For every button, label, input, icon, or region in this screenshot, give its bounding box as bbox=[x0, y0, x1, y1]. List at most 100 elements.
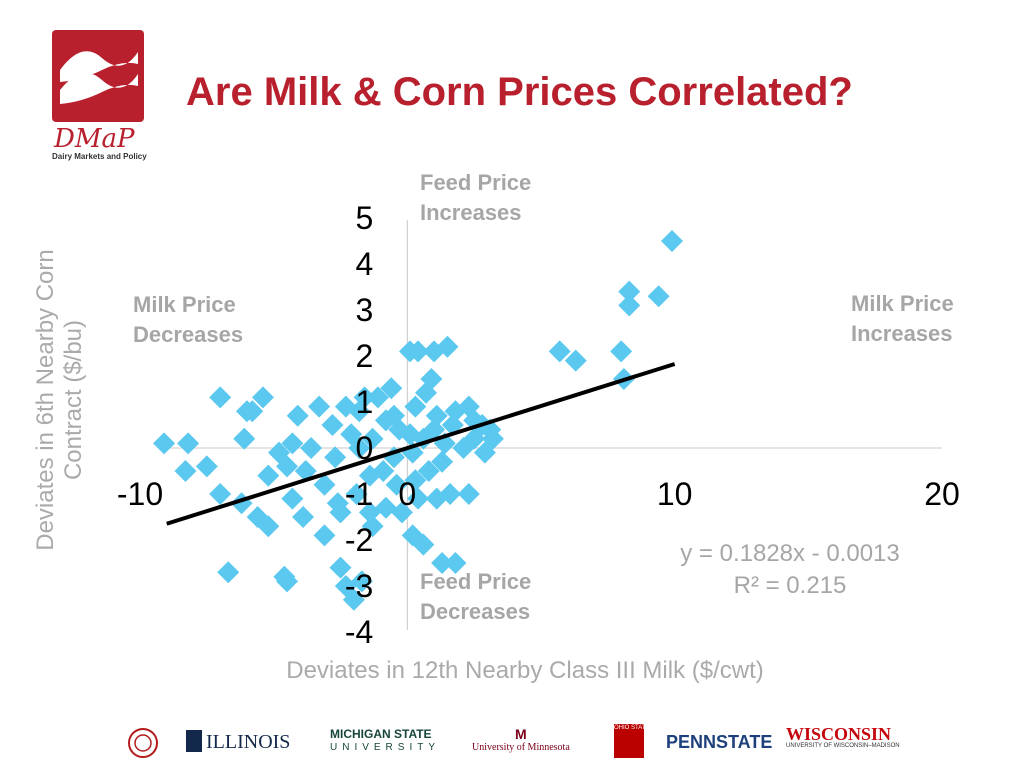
data-point bbox=[217, 561, 240, 584]
data-point bbox=[457, 483, 480, 505]
data-point bbox=[324, 446, 347, 469]
data-point bbox=[329, 501, 352, 524]
data-point bbox=[348, 437, 371, 459]
data-point bbox=[390, 501, 413, 524]
data-point bbox=[251, 386, 274, 409]
university-logos-footer: ILLINOIS MICHIGAN STATE UNIVERSITY M Uni… bbox=[0, 722, 1024, 766]
data-point bbox=[345, 483, 368, 505]
quadrant-label-left: Milk Price Decreases bbox=[133, 290, 243, 350]
data-point bbox=[313, 524, 336, 547]
data-point bbox=[308, 395, 331, 418]
michigan-state-logo: MICHIGAN STATE UNIVERSITY bbox=[330, 728, 440, 754]
data-point bbox=[415, 381, 438, 404]
wisconsin-logo: WISCONSIN UNIVERSITY OF WISCONSIN–MADISO… bbox=[786, 724, 900, 752]
data-point bbox=[153, 432, 176, 455]
trendline-equation: y = 0.1828x - 0.0013 R² = 0.215 bbox=[640, 538, 940, 602]
data-point bbox=[564, 349, 587, 372]
data-point bbox=[300, 437, 323, 459]
cornell-seal-icon bbox=[128, 728, 158, 758]
data-point bbox=[348, 400, 371, 423]
logo-wordmark: DMaP bbox=[54, 124, 135, 154]
data-point bbox=[380, 377, 403, 400]
data-point bbox=[404, 469, 427, 492]
trendline-equation-text: y = 0.1828x - 0.0013 bbox=[680, 540, 900, 567]
quadrant-right-line1: Milk Price bbox=[851, 291, 954, 316]
data-point bbox=[407, 340, 430, 363]
quadrant-label-top: Feed Price Increases bbox=[420, 168, 531, 228]
y-tick-label: -3 bbox=[345, 568, 373, 604]
data-point bbox=[361, 427, 384, 450]
data-point bbox=[235, 400, 258, 423]
data-point bbox=[372, 460, 395, 482]
data-point bbox=[366, 386, 389, 409]
minnesota-wordmark: University of Minnesota bbox=[472, 742, 570, 753]
data-point bbox=[407, 487, 430, 510]
y-tick-label: 5 bbox=[356, 200, 374, 236]
data-point bbox=[431, 552, 454, 574]
data-point bbox=[417, 460, 440, 482]
y-tick-label: 2 bbox=[356, 338, 374, 374]
trendline bbox=[166, 362, 676, 526]
data-point bbox=[385, 473, 408, 496]
quadrant-top-line2: Increases bbox=[420, 200, 522, 225]
data-point bbox=[174, 460, 197, 482]
logo-subtitle: Dairy Markets and Policy bbox=[52, 152, 147, 161]
y-tick-label: 1 bbox=[356, 384, 374, 420]
data-point bbox=[439, 483, 462, 505]
data-point bbox=[286, 404, 309, 427]
data-point bbox=[350, 570, 373, 593]
logo-waves-icon bbox=[60, 51, 138, 104]
data-point bbox=[209, 386, 232, 409]
y-tick-label: -1 bbox=[345, 476, 373, 512]
y-tick-label: 3 bbox=[356, 292, 374, 328]
data-point bbox=[281, 432, 304, 455]
data-point bbox=[425, 404, 448, 427]
x-tick-label: 20 bbox=[924, 476, 960, 512]
data-point bbox=[292, 506, 315, 528]
x-tick-label: 0 bbox=[398, 476, 416, 512]
ohio-state-logo: OHIO STATE UNIVERSITY bbox=[614, 724, 644, 758]
illinois-logo: ILLINOIS bbox=[186, 730, 290, 754]
data-point bbox=[618, 294, 641, 317]
quadrant-right-line2: Increases bbox=[851, 321, 953, 346]
data-point bbox=[423, 418, 446, 441]
illinois-wordmark: ILLINOIS bbox=[206, 731, 291, 753]
x-tick-label: 10 bbox=[657, 476, 693, 512]
data-point bbox=[358, 501, 381, 524]
data-point bbox=[548, 340, 571, 363]
quadrant-left-line1: Milk Price bbox=[133, 292, 236, 317]
y-tick-label: 4 bbox=[356, 246, 374, 282]
data-point bbox=[276, 455, 299, 478]
data-point bbox=[444, 552, 467, 574]
data-point bbox=[412, 533, 435, 556]
y-tick-label: -4 bbox=[345, 614, 373, 650]
data-point bbox=[431, 450, 454, 473]
data-point bbox=[610, 340, 633, 363]
data-point bbox=[374, 496, 397, 519]
wisconsin-subtitle: UNIVERSITY OF WISCONSIN–MADISON bbox=[786, 743, 900, 749]
data-point bbox=[257, 464, 280, 487]
data-point bbox=[209, 483, 232, 505]
dmap-logo: DMaP Dairy Markets and Policy bbox=[50, 28, 150, 163]
y-tick-label: 0 bbox=[356, 430, 374, 466]
data-point bbox=[329, 556, 352, 579]
data-point bbox=[463, 427, 486, 450]
x-tick-label: -10 bbox=[117, 476, 163, 512]
quadrant-bottom-line1: Feed Price bbox=[420, 569, 532, 594]
data-point bbox=[404, 395, 427, 418]
msu-line2: UNIVERSITY bbox=[330, 742, 441, 753]
trendline-r2-text: R² = 0.215 bbox=[733, 572, 847, 599]
data-point bbox=[281, 487, 304, 510]
quadrant-label-bottom: Feed Price Decreases bbox=[420, 567, 531, 627]
logo-emblem bbox=[52, 30, 144, 122]
data-point bbox=[420, 368, 443, 390]
wisconsin-wordmark: WISCONSIN bbox=[786, 724, 892, 744]
data-point bbox=[660, 230, 683, 252]
quadrant-left-line2: Decreases bbox=[133, 322, 244, 347]
data-point bbox=[313, 473, 336, 496]
data-point bbox=[618, 280, 641, 303]
minnesota-logo: M University of Minnesota bbox=[472, 726, 570, 753]
data-point bbox=[233, 427, 256, 450]
data-point bbox=[361, 515, 384, 538]
